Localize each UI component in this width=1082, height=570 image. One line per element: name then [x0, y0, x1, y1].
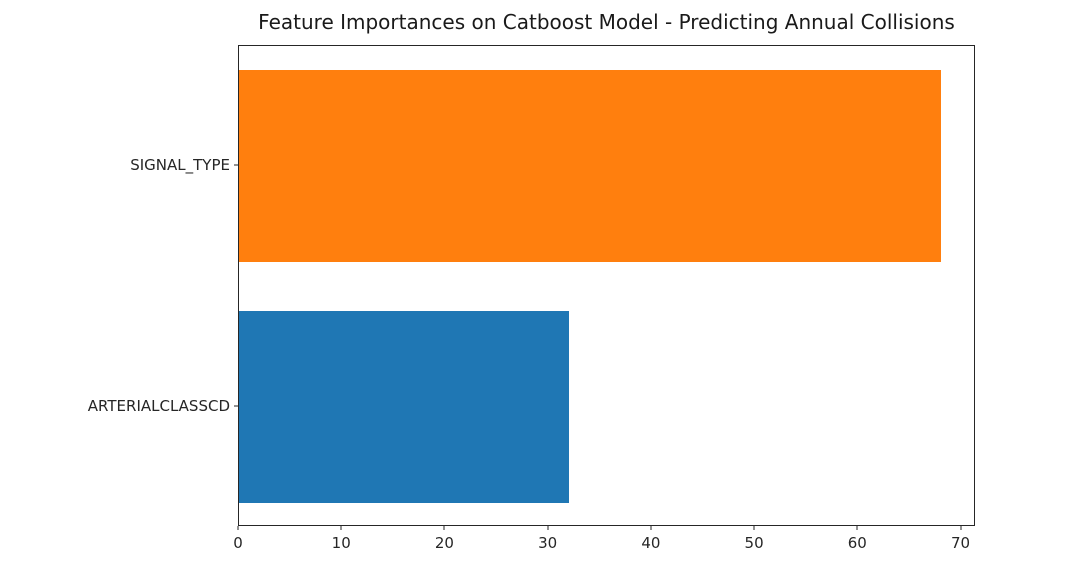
- y-tick-label-signal_type: SIGNAL_TYPE: [130, 156, 230, 175]
- x-tick-label-70: 70: [951, 534, 971, 552]
- x-tick-mark: [960, 526, 962, 530]
- y-tick-mark: [234, 405, 238, 407]
- x-tick-mark: [547, 526, 549, 530]
- bar-signal_type: [239, 70, 941, 263]
- x-tick-label-40: 40: [641, 534, 661, 552]
- x-tick-label-10: 10: [331, 534, 351, 552]
- chart-title: Feature Importances on Catboost Model - …: [258, 10, 955, 34]
- x-tick-mark: [237, 526, 239, 530]
- x-tick-mark: [650, 526, 652, 530]
- x-tick-label-60: 60: [847, 534, 867, 552]
- plot-area: [238, 45, 975, 526]
- x-tick-label-20: 20: [434, 534, 454, 552]
- y-tick-label-arterialclasscd: ARTERIALCLASSCD: [87, 396, 230, 415]
- x-tick-mark: [443, 526, 445, 530]
- x-tick-mark: [856, 526, 858, 530]
- x-tick-label-30: 30: [538, 534, 558, 552]
- x-tick-mark: [340, 526, 342, 530]
- x-tick-mark: [753, 526, 755, 530]
- x-tick-label-50: 50: [744, 534, 764, 552]
- y-tick-mark: [234, 164, 238, 166]
- x-tick-label-0: 0: [233, 534, 243, 552]
- bar-arterialclasscd: [239, 310, 570, 503]
